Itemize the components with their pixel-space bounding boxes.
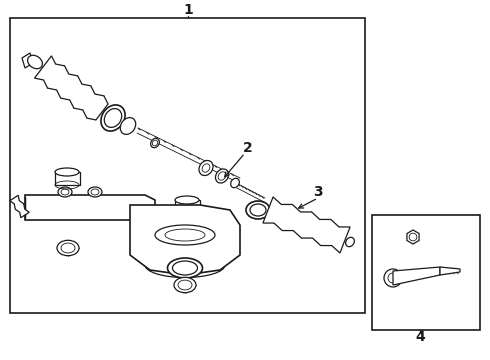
Bar bbox=[372, 215, 480, 330]
Ellipse shape bbox=[168, 258, 202, 278]
Ellipse shape bbox=[216, 169, 228, 183]
Polygon shape bbox=[130, 205, 240, 275]
Ellipse shape bbox=[155, 225, 215, 245]
Ellipse shape bbox=[174, 277, 196, 293]
Polygon shape bbox=[34, 56, 108, 120]
Polygon shape bbox=[10, 195, 29, 218]
Polygon shape bbox=[22, 53, 33, 68]
Polygon shape bbox=[407, 230, 419, 244]
Ellipse shape bbox=[104, 109, 122, 127]
Text: 2: 2 bbox=[243, 141, 253, 155]
Ellipse shape bbox=[27, 55, 43, 69]
Ellipse shape bbox=[55, 168, 79, 176]
Ellipse shape bbox=[58, 187, 72, 197]
Ellipse shape bbox=[88, 187, 102, 197]
Polygon shape bbox=[25, 195, 155, 220]
Circle shape bbox=[384, 269, 402, 287]
Text: 3: 3 bbox=[313, 185, 323, 199]
Text: 1: 1 bbox=[183, 3, 193, 17]
Polygon shape bbox=[55, 172, 80, 185]
Text: 4: 4 bbox=[415, 330, 425, 344]
Ellipse shape bbox=[246, 201, 270, 219]
Polygon shape bbox=[263, 197, 350, 253]
Ellipse shape bbox=[345, 237, 354, 247]
Ellipse shape bbox=[120, 118, 136, 134]
Ellipse shape bbox=[101, 105, 125, 131]
Polygon shape bbox=[175, 200, 200, 215]
Ellipse shape bbox=[150, 138, 159, 148]
Polygon shape bbox=[393, 267, 440, 285]
Ellipse shape bbox=[175, 196, 199, 204]
Polygon shape bbox=[440, 267, 460, 275]
Ellipse shape bbox=[57, 240, 79, 256]
Ellipse shape bbox=[231, 178, 239, 188]
Ellipse shape bbox=[199, 161, 213, 176]
Bar bbox=[10, 18, 365, 313]
